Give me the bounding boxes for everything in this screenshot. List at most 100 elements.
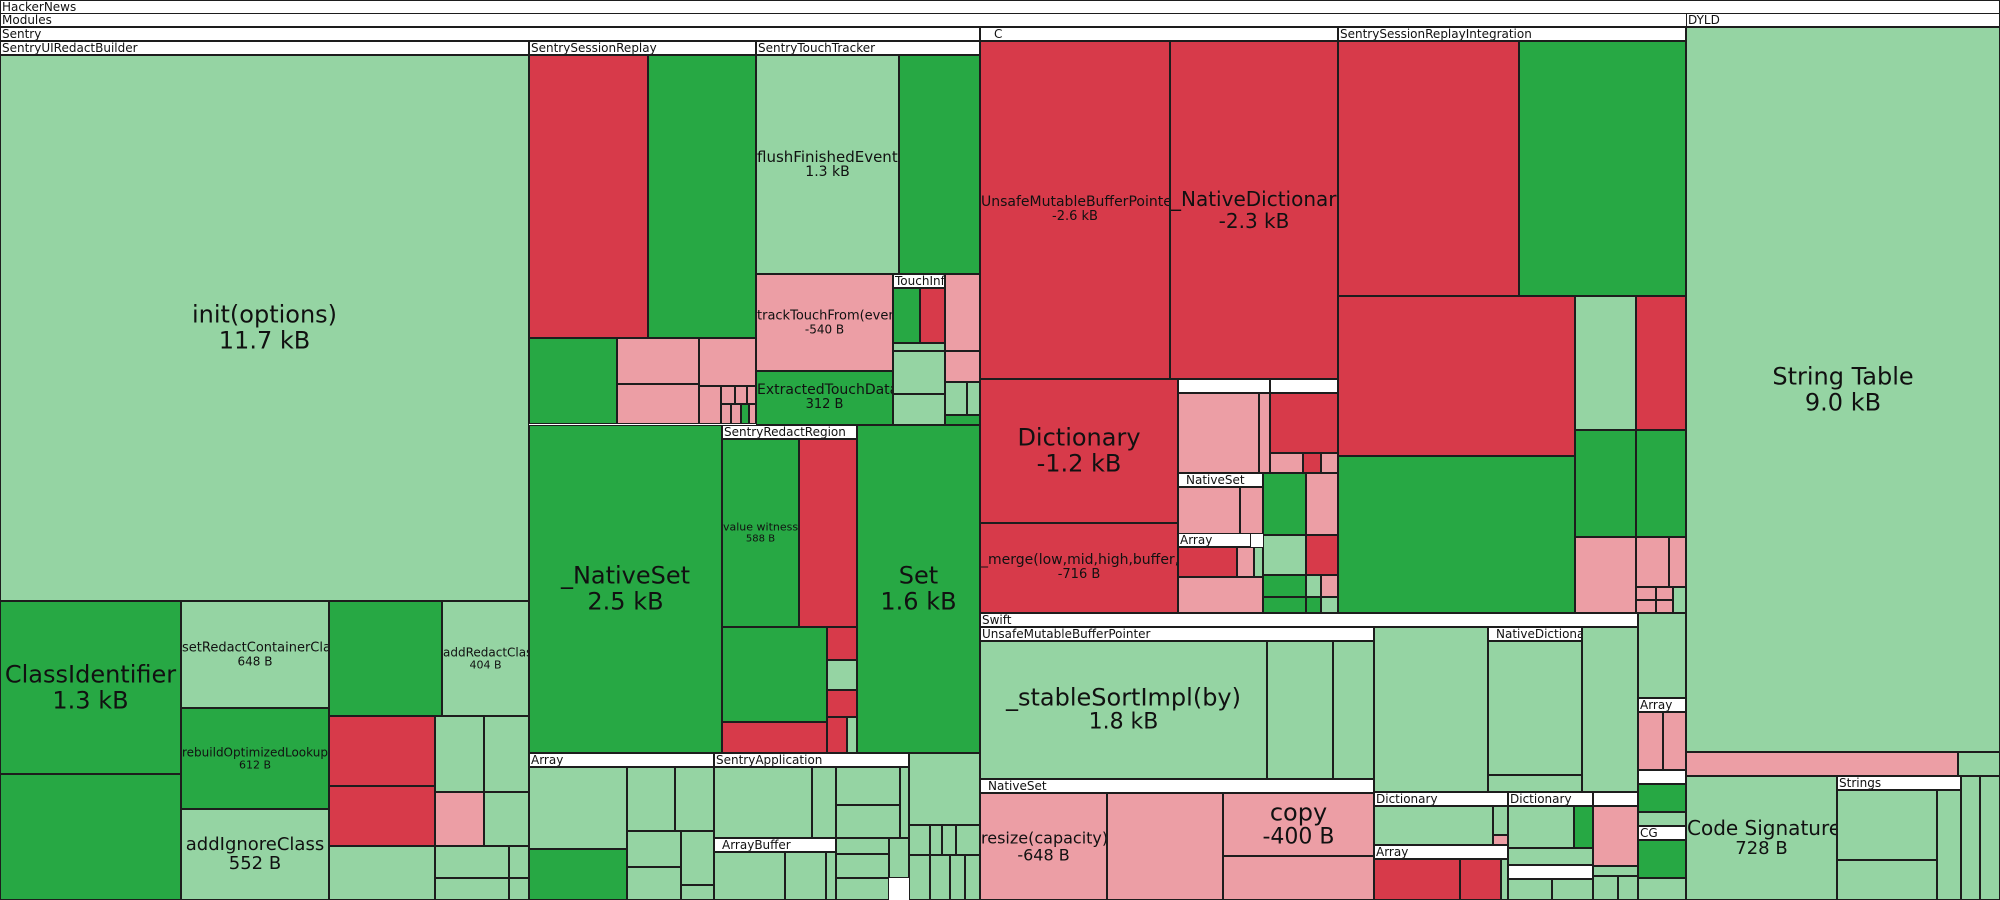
treemap-node[interactable] [1638, 770, 1686, 784]
treemap-node[interactable] [1303, 453, 1321, 473]
treemap-node[interactable] [1263, 473, 1306, 535]
treemap-node[interactable] [1488, 775, 1582, 792]
group-header-23[interactable]: Strings [1837, 776, 1961, 790]
treemap-node[interactable] [484, 716, 529, 792]
treemap-node-stablesortimpl-by[interactable]: _stableSortImpl(by) 1.8 kB [980, 641, 1267, 779]
treemap-node[interactable] [1240, 487, 1263, 534]
group-header-20[interactable]: Array [1638, 698, 1686, 712]
treemap-node[interactable] [1263, 535, 1306, 575]
treemap-node[interactable] [945, 274, 980, 351]
treemap-node[interactable] [956, 825, 980, 855]
treemap-node[interactable] [1178, 487, 1240, 534]
treemap-node[interactable] [847, 717, 857, 753]
treemap-node[interactable] [509, 846, 529, 878]
treemap-node[interactable] [435, 878, 509, 900]
treemap-node[interactable] [1575, 296, 1636, 430]
treemap-node[interactable] [945, 351, 980, 382]
treemap-node[interactable] [1669, 537, 1686, 587]
group-header-11[interactable]: Swift [980, 613, 1638, 627]
treemap-node[interactable] [827, 717, 847, 753]
group-header-14[interactable]: _NativeSet [980, 779, 1374, 793]
treemap-node[interactable] [1593, 876, 1618, 900]
treemap-node[interactable] [1937, 790, 1961, 900]
treemap-node[interactable] [435, 846, 509, 878]
treemap-node[interactable] [529, 767, 627, 849]
treemap-node[interactable] [1663, 712, 1686, 770]
group-header-0[interactable]: Modules [0, 13, 2000, 27]
treemap-node[interactable] [1636, 600, 1656, 613]
treemap-node[interactable] [714, 852, 785, 900]
group-header-18[interactable]: SentryApplication [714, 753, 909, 767]
treemap-node-value-witness[interactable]: value witness 588 B [722, 439, 799, 627]
treemap-node[interactable] [1508, 848, 1593, 865]
treemap-node[interactable] [785, 852, 826, 900]
treemap-node[interactable] [329, 786, 435, 846]
treemap-node[interactable] [1574, 806, 1593, 848]
treemap-node[interactable] [681, 831, 714, 885]
group-header-4[interactable]: SentryTouchTracker [756, 41, 980, 55]
treemap-node[interactable] [509, 878, 529, 900]
treemap-node[interactable] [1374, 859, 1460, 900]
treemap-node[interactable] [435, 716, 484, 792]
treemap-node[interactable] [889, 838, 909, 878]
treemap-node-copy[interactable]: copy -400 B [1223, 793, 1374, 856]
group-header-15[interactable]: Dictionary [1374, 792, 1508, 806]
treemap-node[interactable] [893, 343, 945, 351]
treemap-node[interactable] [1958, 752, 2000, 776]
treemap-node[interactable] [722, 722, 827, 753]
treemap-node-addignoreclass[interactable]: addIgnoreClass 552 B [181, 809, 329, 900]
treemap-node[interactable] [900, 767, 909, 838]
treemap-node[interactable] [1488, 641, 1582, 775]
treemap-node[interactable] [721, 404, 731, 424]
treemap-node[interactable] [731, 404, 741, 424]
treemap-node[interactable] [1508, 806, 1574, 848]
treemap-node[interactable] [529, 849, 627, 900]
treemap-node-unsafemutablebufferpointer[interactable]: UnsafeMutableBufferPointer -2.6 kB [980, 41, 1170, 379]
treemap-node[interactable] [1961, 776, 1980, 900]
treemap-node-classidentifier[interactable]: ClassIdentifier 1.3 kB [0, 601, 181, 774]
treemap-node[interactable] [1107, 793, 1223, 900]
treemap-node[interactable] [1374, 627, 1488, 792]
treemap-node[interactable] [930, 855, 950, 900]
treemap-node[interactable] [747, 386, 756, 404]
treemap-node[interactable] [945, 415, 980, 425]
group-header-3[interactable]: SentrySessionReplay [529, 41, 756, 55]
treemap-node[interactable] [893, 288, 920, 343]
treemap-node[interactable] [1638, 878, 1686, 900]
treemap-node[interactable] [909, 825, 930, 855]
treemap-node[interactable] [435, 792, 484, 846]
group-header-2[interactable]: SentryUIRedactBuilder [0, 41, 529, 55]
treemap-node[interactable] [329, 716, 435, 786]
treemap-node[interactable] [909, 753, 980, 825]
treemap-node[interactable] [1636, 537, 1669, 587]
treemap-node[interactable] [648, 55, 756, 338]
treemap-node[interactable] [699, 386, 721, 424]
treemap-node[interactable] [681, 885, 714, 900]
treemap-node-nativedictionary[interactable]: _NativeDictionary -2.3 kB [1170, 41, 1338, 379]
treemap-node[interactable] [1321, 597, 1338, 613]
treemap-node[interactable] [1508, 879, 1552, 900]
treemap-node[interactable] [1263, 575, 1306, 597]
treemap-node[interactable] [1501, 859, 1508, 900]
treemap-node-init-options[interactable]: init(options) 11.7 kB [0, 55, 529, 601]
treemap-node[interactable] [1837, 790, 1937, 860]
treemap-node[interactable] [827, 690, 857, 717]
treemap-node[interactable] [329, 601, 442, 716]
treemap-node[interactable] [1374, 806, 1493, 845]
treemap-node[interactable] [1673, 587, 1686, 613]
treemap-node[interactable] [1338, 296, 1575, 456]
treemap-node[interactable] [1178, 393, 1259, 473]
treemap-node[interactable] [1638, 812, 1686, 826]
treemap-node[interactable] [627, 831, 681, 867]
treemap-node-extractedtouchdata[interactable]: ExtractedTouchData 312 B [756, 371, 893, 425]
group-header-1[interactable]: Sentry [0, 27, 980, 41]
treemap-node[interactable] [1593, 866, 1638, 876]
treemap-node[interactable] [899, 55, 980, 274]
treemap-node[interactable] [836, 838, 889, 854]
treemap-node[interactable] [1306, 535, 1338, 575]
treemap-node[interactable] [722, 627, 827, 722]
treemap-node[interactable] [0, 774, 181, 900]
treemap-node-setredactcontainerclass[interactable]: setRedactContainerClass 648 B [181, 601, 329, 708]
treemap-node[interactable] [1686, 752, 1958, 776]
treemap-node[interactable] [893, 351, 945, 394]
